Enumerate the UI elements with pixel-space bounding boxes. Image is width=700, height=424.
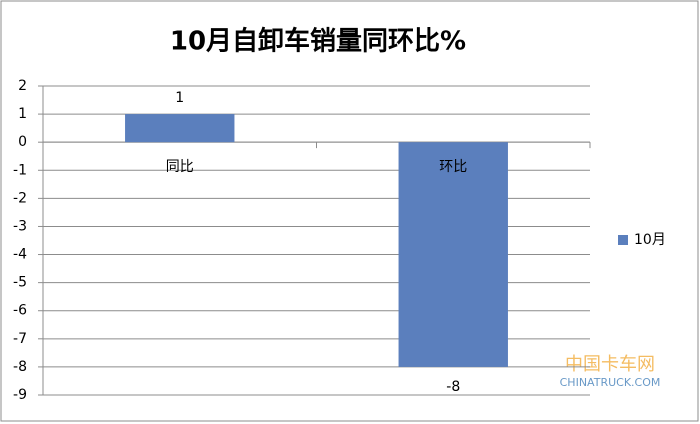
legend-swatch — [618, 235, 628, 245]
y-tick-label: -1 — [13, 162, 27, 178]
y-tick-label: -4 — [13, 247, 27, 263]
legend-label: 10月 — [634, 232, 666, 248]
bar — [125, 114, 235, 143]
x-tick-label: 同比 — [166, 159, 194, 175]
x-tick-label: 环比 — [439, 159, 467, 175]
data-label: 1 — [175, 90, 184, 106]
y-tick-label: -2 — [13, 190, 27, 206]
y-tick-label: -7 — [13, 331, 27, 347]
y-tick-label: 1 — [18, 106, 27, 122]
y-tick-label: 0 — [18, 134, 27, 150]
y-tick-label: 2 — [18, 78, 27, 94]
bar — [398, 142, 508, 367]
watermark: CHINATRUCK.COM — [560, 376, 661, 389]
y-tick-label: -8 — [13, 359, 27, 375]
y-tick-label: -5 — [13, 275, 27, 291]
chart-title: 10月自卸车销量同环比% — [170, 26, 466, 57]
y-tick-label: -3 — [13, 218, 27, 234]
y-tick-label: -6 — [13, 303, 27, 319]
data-label: -8 — [446, 379, 460, 395]
watermark: 中国卡车网 — [565, 354, 655, 375]
y-tick-label: -9 — [13, 387, 27, 403]
